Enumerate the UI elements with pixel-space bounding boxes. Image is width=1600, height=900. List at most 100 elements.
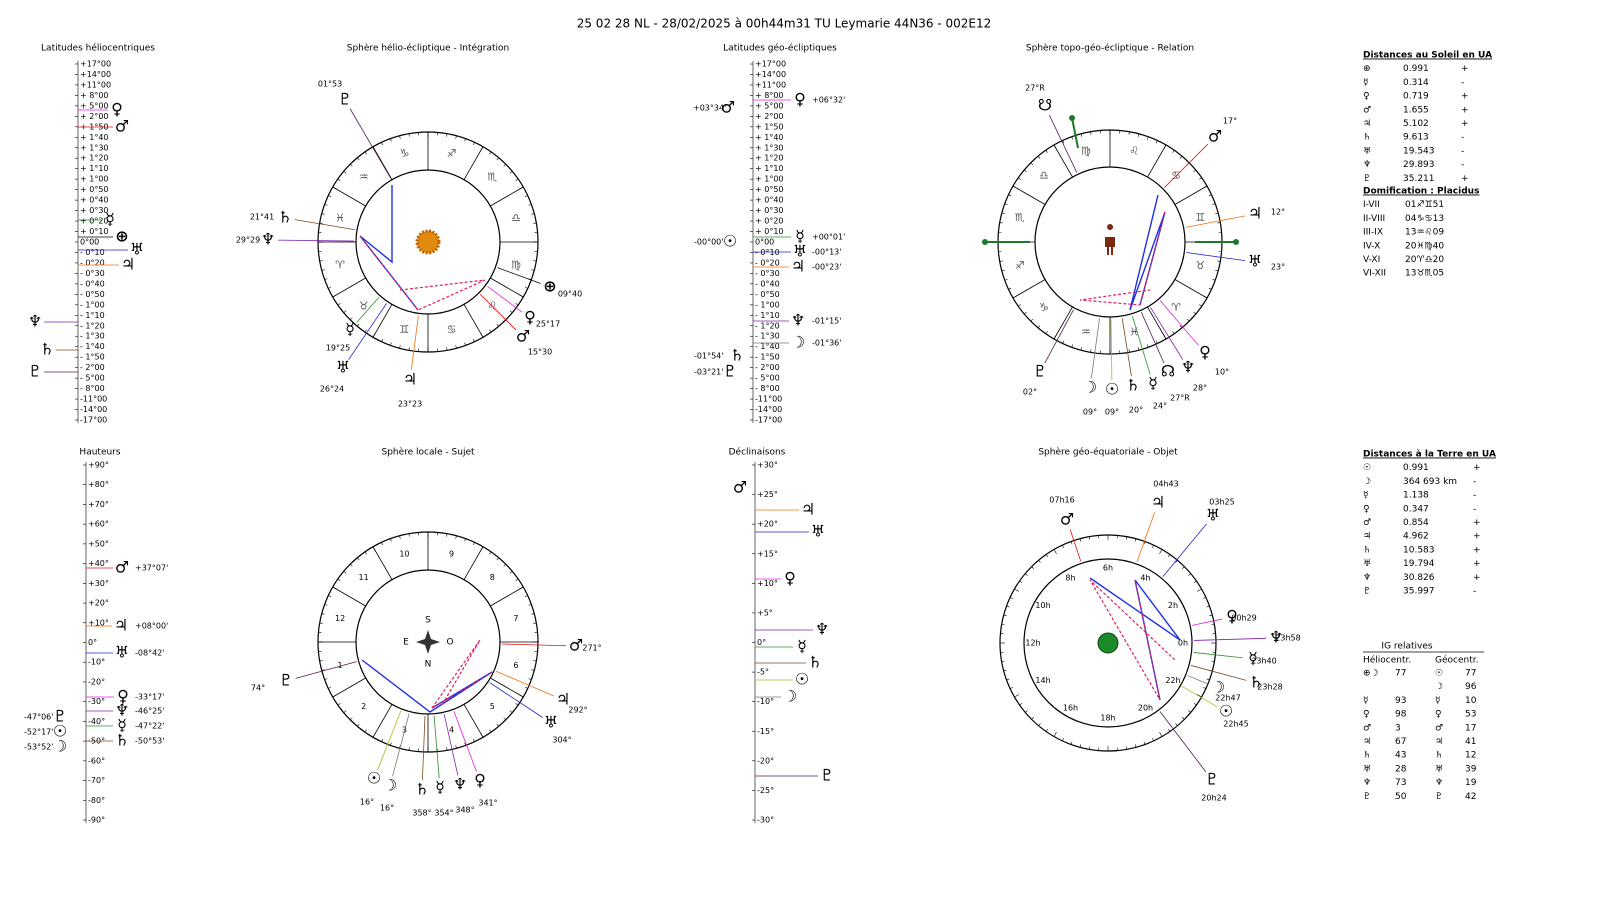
sector-divider [332, 277, 366, 298]
wheel-tick [1193, 169, 1196, 173]
wheel-tick [999, 222, 1003, 224]
wheel-tick [1143, 541, 1146, 545]
planet-value: 01°53 [318, 80, 342, 89]
planet-glyph: ♅ [544, 713, 558, 732]
wheel-tick [328, 195, 332, 198]
planet-value: -50°53' [135, 737, 164, 746]
table-cell: ☿ [1363, 491, 1369, 501]
scale-label: -40° [88, 717, 105, 726]
wheel-tick [337, 178, 341, 181]
wheel-tick [1045, 554, 1049, 558]
table-cell: + [1473, 518, 1481, 528]
ig-glyph: ♀ [1435, 710, 1442, 720]
planet-glyph: ♇ [279, 671, 293, 690]
planet-pointer [1044, 309, 1074, 364]
scale-label: -11°00 [755, 395, 782, 404]
wheel-tick [533, 222, 537, 224]
rim-label: 4 [449, 725, 454, 734]
planet-value: 23°23 [398, 400, 422, 409]
scale-label: - 5°00 [80, 374, 105, 383]
planet-value: 25°17 [536, 320, 560, 329]
wheel-tick [1206, 605, 1210, 608]
scale-label: +17°00 [80, 60, 111, 69]
planet-value: 27°R [1025, 84, 1045, 93]
planet-glyph: ♇ [723, 362, 737, 381]
wheel-tick [1209, 614, 1213, 617]
planet-pointer [1164, 143, 1209, 188]
wheel-tick [515, 303, 519, 306]
planet-glyph: ♂ [1060, 510, 1074, 529]
compass-label: N [425, 660, 432, 670]
wheel-tick [455, 745, 457, 749]
scale-label: - 1°30 [80, 332, 105, 341]
rim-label: 6h [1103, 564, 1113, 573]
ig-glyph: ☽ [1435, 682, 1443, 692]
scale-label: + 1°10 [80, 164, 109, 173]
wheel-tick [328, 595, 332, 598]
planet-value: -03°21' [694, 368, 723, 377]
wheel-tick [1030, 162, 1034, 166]
table-cell: ♀ [1363, 504, 1370, 514]
scale-label: + 0°30 [80, 206, 109, 215]
planet-value: -01°36' [812, 339, 841, 348]
table-cell: - [1473, 491, 1476, 501]
planet-pointer [1150, 307, 1184, 360]
planet-glyph: ♆ [115, 701, 129, 720]
table-cell: VI-XII [1363, 269, 1386, 279]
scale-label: -25° [757, 786, 774, 795]
wheel-tick [350, 164, 353, 167]
scale-label: + 5°00 [755, 101, 784, 110]
rim-label: ♒ [1081, 325, 1091, 338]
scale-label: + 0°10 [80, 227, 109, 236]
scale-label: + 0°30 [755, 206, 784, 215]
wheel-tick [1197, 694, 1202, 698]
sector-divider [372, 146, 393, 180]
scale-label: - 0°10 [80, 248, 105, 257]
sector-divider [372, 546, 393, 580]
planet-pointer [392, 713, 410, 777]
planet-pointer [1187, 675, 1209, 685]
wheel-tick [324, 204, 328, 206]
wheel-tick [489, 329, 492, 333]
wheel-tick [1006, 678, 1010, 681]
table-cell: ♆ [1363, 160, 1371, 170]
planet-pointer [294, 219, 356, 231]
scale-label: + 1°20 [755, 154, 784, 163]
ig-glyph: ♄ [1435, 751, 1443, 761]
planet-glyph: ♄ [115, 731, 129, 750]
planet-glyph: ♅ [336, 358, 350, 377]
table-cell: ♃ [1363, 119, 1371, 129]
wheel-tick [319, 222, 323, 224]
scale-label: + 1°30 [80, 143, 109, 152]
ig-value: 67 [1395, 737, 1406, 747]
planet-glyph: ☽ [791, 333, 805, 352]
planet-glyph: ☋ [1038, 96, 1052, 115]
wheel-tick [321, 613, 325, 615]
wheel-tick [999, 260, 1003, 262]
sector-divider [463, 146, 484, 180]
wheel-tick [472, 738, 475, 742]
scale-label: -17°00 [755, 416, 782, 425]
table-cell: + [1461, 92, 1469, 102]
planet-pointer [497, 267, 541, 284]
planet-glyph: ☿ [1148, 374, 1158, 393]
planet-glyph: ☽ [1083, 378, 1097, 397]
planet-glyph: ♆ [453, 775, 467, 794]
table-cell: + [1461, 119, 1469, 129]
table-cell: - [1461, 146, 1464, 156]
planet-glyph: ☿ [345, 320, 355, 339]
planet-glyph: ♇ [338, 90, 352, 109]
scale-label: - 1°10 [755, 311, 780, 320]
planet-pointer [1182, 686, 1218, 708]
wheel-tick [1025, 710, 1028, 713]
table-cell: IV-X [1363, 241, 1380, 251]
scale-label: + 0°20 [755, 217, 784, 226]
table-cell: + [1473, 559, 1481, 569]
wheel-tick [1019, 580, 1023, 584]
ig-value: 43 [1395, 751, 1406, 761]
ig-value: 19 [1465, 778, 1477, 788]
scale-label: -17°00 [80, 416, 107, 425]
planet-pointer [495, 670, 554, 697]
planet-value: 23h28 [1257, 683, 1282, 692]
scale-label: - 1°00 [755, 300, 780, 309]
